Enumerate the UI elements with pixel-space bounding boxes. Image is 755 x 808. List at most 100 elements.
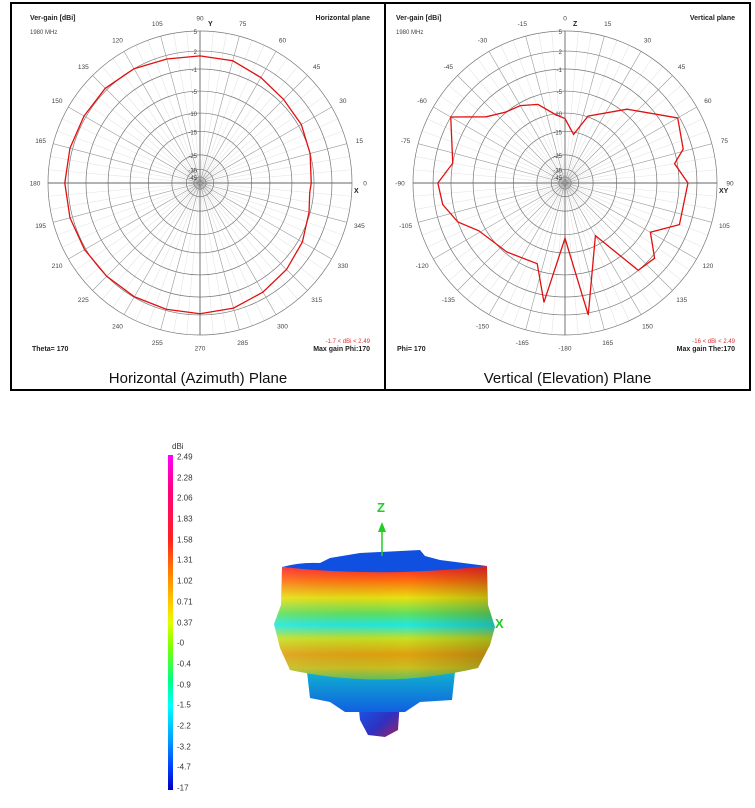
major-spoke: [123, 51, 201, 184]
major-spoke: [564, 182, 605, 330]
angle-label: 0: [563, 16, 567, 23]
angle-label: 45: [313, 64, 321, 71]
axis-top-label: Z: [573, 21, 578, 28]
major-spoke: [160, 182, 201, 330]
colorbar-tick-label: -4.7: [177, 762, 191, 772]
major-spoke: [92, 182, 201, 291]
minor-spoke: [199, 182, 214, 335]
major-spoke: [457, 75, 566, 184]
angle-label: 165: [35, 138, 46, 145]
minor-spoke: [413, 169, 566, 184]
minor-spoke: [112, 58, 201, 184]
major-spoke: [418, 143, 566, 184]
angle-label: 165: [602, 340, 613, 347]
minor-spoke: [564, 169, 717, 184]
minor-spoke: [199, 118, 338, 184]
angle-label: 300: [277, 323, 288, 330]
plot-title: Horizontal plane: [315, 15, 370, 22]
axis-top-label: Y: [208, 21, 213, 28]
angle-label: 135: [78, 64, 89, 71]
minor-spoke: [448, 85, 566, 184]
footer-right: Max gain Phi:170: [313, 346, 370, 353]
lower-lobe: [307, 672, 455, 712]
angle-label: 45: [678, 64, 686, 71]
major-spoke: [564, 182, 673, 291]
minor-spoke: [440, 95, 566, 184]
main-body-shading: [274, 566, 495, 680]
minor-spoke: [199, 182, 352, 197]
major-spoke: [433, 182, 566, 260]
angle-label: 225: [78, 297, 89, 304]
angle-label: 270: [195, 346, 206, 353]
major-spoke: [53, 182, 201, 223]
ring-label: 2: [559, 50, 563, 56]
minor-spoke: [199, 85, 317, 184]
angle-label: 150: [642, 323, 653, 330]
minor-spoke: [83, 182, 201, 281]
footer-left: Theta= 170: [32, 346, 69, 353]
minor-spoke: [564, 40, 618, 184]
gain-trace: [64, 55, 312, 315]
minor-spoke: [413, 182, 566, 197]
minor-spoke: [199, 156, 350, 184]
ring-label: -5: [192, 90, 198, 96]
colorbar-tick-label: 0.37: [177, 618, 193, 627]
angle-label: 90: [726, 181, 734, 188]
minor-spoke: [48, 182, 201, 197]
minor-spoke: [564, 182, 708, 236]
ring-label: 5: [559, 30, 563, 36]
major-spoke: [488, 51, 566, 184]
angle-label: -45: [444, 64, 454, 71]
angle-label: 195: [35, 223, 46, 230]
minor-spoke: [199, 31, 214, 184]
major-spoke: [564, 51, 642, 184]
major-spoke: [199, 143, 347, 184]
3d-radiation-pattern: Z X: [274, 500, 504, 737]
minor-spoke: [564, 58, 653, 184]
angle-label: 105: [152, 21, 163, 28]
major-spoke: [199, 51, 277, 184]
colorbar-tick-label: 1.83: [177, 514, 193, 524]
minor-spoke: [564, 85, 682, 184]
minor-spoke: [477, 182, 566, 308]
minor-spoke: [199, 182, 227, 333]
colorbar: [168, 455, 173, 790]
angle-label: -30: [478, 38, 488, 45]
minor-spoke: [199, 182, 338, 248]
ring-label: 2: [194, 50, 198, 56]
minor-spoke: [500, 45, 566, 184]
major-spoke: [68, 182, 201, 260]
colorbar-tick-label: -17: [177, 783, 189, 793]
minor-spoke: [199, 182, 265, 321]
ring-label: -1: [192, 68, 198, 74]
caption: Horizontal (Azimuth) Plane: [108, 370, 288, 387]
colorbar-tick-label: -3.2: [177, 742, 191, 752]
minor-spoke: [564, 182, 703, 248]
minor-spoke: [564, 182, 630, 321]
minor-spoke: [75, 95, 201, 184]
colorbar-tick-label: 0.71: [177, 597, 193, 607]
major-spoke: [525, 182, 566, 330]
minor-spoke: [199, 169, 352, 184]
major-spoke: [92, 75, 201, 184]
colorbar-tick-label: 2.06: [177, 493, 193, 503]
minor-spoke: [199, 182, 298, 300]
angle-label: 60: [279, 38, 287, 45]
colorbar-tick-label: 1.02: [177, 576, 193, 586]
minor-spoke: [422, 130, 566, 184]
minor-spoke: [199, 182, 317, 281]
colorbar-tick-label: -0.9: [177, 680, 191, 690]
minor-spoke: [199, 182, 253, 326]
minor-spoke: [102, 66, 201, 184]
angle-label: 135: [676, 297, 687, 304]
ring-label: -35: [188, 168, 197, 174]
major-spoke: [199, 182, 308, 291]
minor-spoke: [199, 66, 298, 184]
minor-spoke: [199, 33, 227, 184]
angle-label: 120: [702, 263, 713, 270]
angle-label: 315: [311, 297, 322, 304]
minor-spoke: [50, 156, 201, 184]
major-spoke: [564, 182, 642, 315]
minor-spoke: [199, 58, 288, 184]
footer-range: -1.7 < dBi < 2.49: [325, 339, 370, 345]
